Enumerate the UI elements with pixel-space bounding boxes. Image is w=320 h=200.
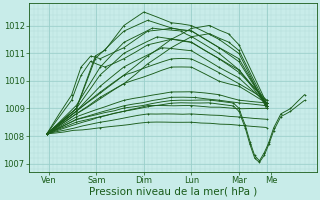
X-axis label: Pression niveau de la mer( hPa ): Pression niveau de la mer( hPa ) <box>89 187 257 197</box>
